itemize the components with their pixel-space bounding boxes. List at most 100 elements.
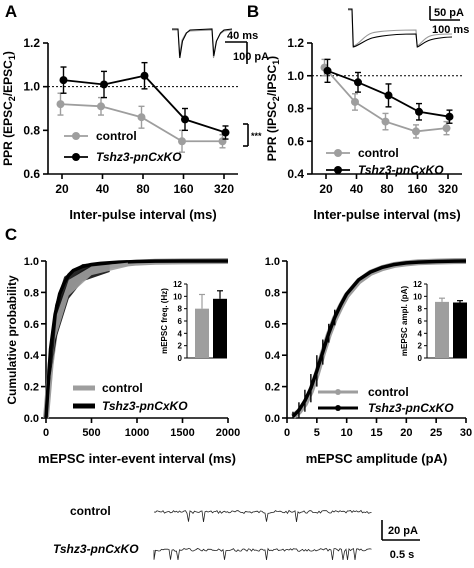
panel-c2-x-tick-label: 0 [284,427,290,439]
panel-a-scalebar-time-label: 40 ms [227,30,258,42]
panel-b-scalebar-time-label: 100 ms [432,24,469,36]
panel-c2-y-tick-label: 0.0 [265,413,280,425]
panel-c1-x-tick-label: 500 [82,427,100,439]
panel-a-significance-label: *** [251,131,262,141]
panel-c1-y-tick-label: 0.6 [24,319,39,331]
inset-freq-y-tick-label: 2 [178,342,183,351]
inset-ampl-bar-0 [435,301,449,358]
panel-b-data-point-0 [442,124,451,133]
panel-c1-legend-ko-label: Tshz3-pnCxKO [102,399,188,413]
panel-b-y-label: PPR (IPSC2/IPSC1) [265,56,281,161]
panel-b-data-point-1 [384,91,393,100]
panel-c2-x-tick-label: 25 [430,427,442,439]
panel-a-y-label-part: ) [1,51,15,55]
inset-freq-y-label: mEPSC freq. (Hz) [160,288,169,354]
panel-b-x-tick-label: 320 [438,182,458,196]
inset-freq-y-tick-label: 12 [173,280,182,289]
panel-b-data-point-0 [381,117,390,126]
panel-b-y-label-part: PPR (IPSC [265,101,279,161]
panel-c1-y-tick-label: 0.8 [24,287,39,299]
panel-b-x-label: Inter-pulse interval (ms) [313,207,460,222]
panel-c1-y-tick-label: 0.2 [24,382,39,394]
panel-a-y-label-part: 2 [7,96,17,101]
inset-freq-y-tick-label: 8 [178,305,183,314]
inset-ampl-y-tick-label: 6 [418,317,423,326]
panel-b-x-tick-label: 20 [319,182,333,196]
panel-c2-x-tick-label: 20 [400,427,412,439]
trace-ko [153,547,372,561]
trace-label-control: control [70,504,111,518]
panel-c1-y-tick-label: 1.0 [24,256,39,268]
panel-b-legend-control-marker [334,149,342,157]
panel-c2-x-label: mEPSC amplitude (pA) [306,451,448,466]
panel-a-data-point-1 [221,128,230,137]
inset-ampl-y-tick-label: 10 [413,292,422,301]
panel-a-legend-ko-label: Tshz3-pnCxKO [96,150,182,164]
panel-b-y-tick-label: 0.6 [287,134,304,148]
panel-b-y-tick-label: 0.4 [287,167,304,181]
trace-scalebar-time-label: 0.5 s [390,549,414,561]
panel-c1-x-tick-label: 1000 [125,427,149,439]
panel-label-b: B [247,2,259,21]
inset-freq-y-tick-label: 10 [173,292,182,301]
panel-a-trace-ko [172,28,233,59]
panel-a-y-tick-label: 0.6 [23,167,40,181]
panel-c1-x-tick-label: 0 [43,427,49,439]
inset-freq-bar-0 [195,308,209,358]
panel-a-y-tick-label: 1.2 [23,36,40,50]
panel-b-y-label-part: ) [265,56,279,60]
panel-a-legend-control-marker [72,132,80,140]
panel-b-y-tick-label: 0.8 [287,102,304,116]
panel-c2-x-tick-label: 15 [370,427,382,439]
panel-b-data-point-1 [354,78,362,87]
panel-b-data-point-1 [415,107,423,116]
panel-a-x-tick-label: 160 [173,182,193,196]
panel-b-y-label-part: /IPSC [265,64,279,96]
inset-ampl-y-label: mEPSC ampl. (pA) [400,286,409,357]
panel-label-c: C [5,225,17,244]
panel-c2-y-tick-label: 0.4 [265,350,281,362]
panel-b-data-point-1 [323,66,332,75]
panel-c2-legend-ko-marker [335,405,341,411]
inset-ampl-y-tick-label: 8 [418,305,423,314]
panel-c1-x-tick-label: 2000 [216,427,240,439]
panel-b-trace-ko [348,8,453,48]
panel-b-trace-control [348,9,453,47]
panel-c2-y-tick-label: 1.0 [265,256,280,268]
panel-a-x-tick-label: 80 [136,182,150,196]
inset-ampl-y-tick-label: 0 [418,354,423,363]
panel-a-y-tick-label: 0.8 [23,123,40,137]
panel-a-x-label: Inter-pulse interval (ms) [69,207,216,222]
panel-c1-y-label: Cumulative probability [5,275,19,405]
inset-ampl-bar-1 [453,302,467,358]
panel-a-y-label-part: PPR (EPSC [1,101,15,166]
panel-c1-x-label: mEPSC inter-event interval (ms) [38,451,236,466]
panel-a-y-tick-label: 1.0 [23,80,40,94]
trace-scalebar-amp-label: 20 pA [388,525,418,537]
panel-c2-legend-control-label: control [368,385,409,399]
trace-control [153,509,372,522]
inset-freq-y-tick-label: 0 [178,354,183,363]
panel-c1-legend-control-label: control [102,381,143,395]
panel-a-data-point-1 [100,80,108,89]
panel-b-y-tick-label: 1.2 [287,36,304,50]
panel-c1-y-tick-label: 0.0 [24,413,39,425]
panel-a-x-tick-label: 20 [55,182,69,196]
panel-c1-y-tick-label: 0.4 [24,350,40,362]
panel-b-data-point-0 [351,97,359,106]
panel-a-data-point-0 [97,102,105,111]
inset-freq-y-tick-label: 4 [178,329,183,338]
panel-b-y-label-part: 1 [271,60,281,65]
panel-a-legend-control-label: control [96,129,137,143]
panel-b-y-label-part: 2 [271,96,281,101]
panel-b-x-tick-label: 40 [350,182,364,196]
inset-ampl-y-tick-label: 2 [418,342,423,351]
panel-a-data-point-0 [56,100,65,109]
panel-c2-legend-control-marker [335,389,341,395]
panel-b-legend-ko-marker [334,166,342,174]
panel-a-data-point-1 [140,71,149,80]
panel-b-legend-control-label: control [358,146,399,160]
panel-b-y-tick-label: 1.0 [287,69,304,83]
panel-a-y-label-part: /EPSC [1,60,15,96]
